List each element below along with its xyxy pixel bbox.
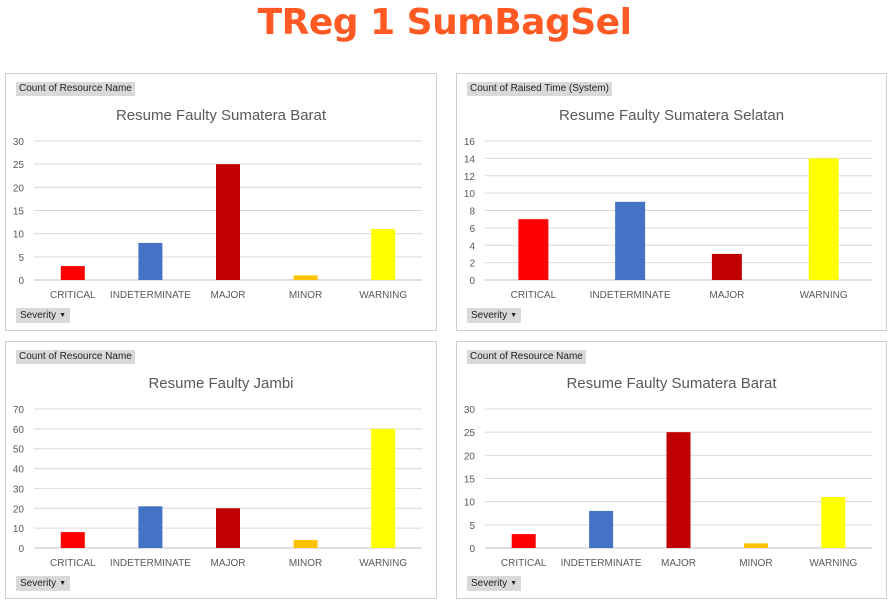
severity-filter-label: Severity bbox=[471, 310, 508, 321]
y-tick-label: 20 bbox=[13, 183, 25, 194]
y-tick-label: 10 bbox=[464, 498, 476, 509]
x-tick-label: WARNING bbox=[359, 290, 407, 301]
y-tick-label: 10 bbox=[13, 230, 25, 241]
y-tick-label: 0 bbox=[469, 544, 475, 555]
x-tick-label: MAJOR bbox=[709, 290, 744, 301]
bar-warning[interactable] bbox=[371, 229, 396, 280]
y-tick-label: 15 bbox=[464, 475, 476, 486]
y-tick-label: 40 bbox=[13, 465, 25, 476]
bar-chart: 0 10 20 30 40 50 60 70 CRITICAL INDETERMINATE MAJO… bbox=[13, 405, 422, 569]
y-tick-label: 30 bbox=[13, 137, 25, 148]
field-button-count[interactable]: Count of Resource Name bbox=[467, 350, 586, 364]
x-tick-label: INDETERMINATE bbox=[590, 290, 671, 301]
chart-title: Resume Faulty Sumatera Barat bbox=[566, 375, 777, 392]
field-button-count[interactable]: Count of Resource Name bbox=[16, 82, 135, 96]
y-tick-label: 10 bbox=[13, 524, 25, 535]
severity-filter-button[interactable]: Severity ▼ bbox=[16, 308, 71, 323]
y-tick-label: 6 bbox=[469, 224, 475, 235]
y-tick-label: 30 bbox=[13, 484, 25, 495]
bar-warning[interactable] bbox=[821, 497, 846, 548]
bar-critical[interactable] bbox=[60, 266, 85, 280]
bar-warning[interactable] bbox=[371, 428, 396, 548]
severity-filter-button[interactable]: Severity ▼ bbox=[16, 576, 71, 591]
y-tick-label: 2 bbox=[469, 259, 475, 270]
severity-filter-button[interactable]: Severity ▼ bbox=[467, 576, 522, 591]
chart-title: Resume Faulty Sumatera Selatan bbox=[558, 107, 785, 124]
bar-major[interactable] bbox=[216, 164, 240, 280]
severity-filter-label: Severity bbox=[20, 578, 57, 589]
bar-major[interactable] bbox=[711, 253, 742, 280]
x-tick-label: WARNING bbox=[800, 290, 848, 301]
bar-minor[interactable] bbox=[293, 275, 318, 280]
y-tick-label: 14 bbox=[464, 154, 476, 165]
severity-filter-button[interactable]: Severity ▼ bbox=[467, 308, 522, 323]
y-tick-label: 20 bbox=[464, 451, 476, 462]
x-tick-label: CRITICAL bbox=[50, 290, 96, 301]
y-tick-label: 0 bbox=[18, 544, 24, 555]
bar-minor[interactable] bbox=[743, 543, 768, 548]
y-tick-label: 10 bbox=[464, 189, 476, 200]
x-tick-label: MINOR bbox=[289, 558, 322, 569]
page-title: TReg 1 SumBagSel bbox=[257, 2, 632, 43]
x-tick-label: MAJOR bbox=[661, 558, 696, 569]
y-tick-label: 30 bbox=[464, 405, 476, 416]
bar-major[interactable] bbox=[216, 508, 240, 548]
severity-filter-label: Severity bbox=[471, 578, 508, 589]
bar-chart: 0 2 4 6 8 10 12 14 16 CRITICAL INDETERMINATE MAJOR W… bbox=[464, 137, 872, 301]
y-tick-label: 20 bbox=[13, 504, 25, 515]
field-button-count[interactable]: Count of Resource Name bbox=[16, 350, 135, 364]
x-tick-label: CRITICAL bbox=[501, 558, 547, 569]
bar-indeterminate[interactable] bbox=[138, 506, 163, 548]
chart-panel-sumatera-selatan: Count of Raised Time (System) Resume Fau… bbox=[456, 73, 887, 331]
y-tick-label: 15 bbox=[13, 207, 25, 218]
bar-critical[interactable] bbox=[518, 219, 549, 280]
bar-major[interactable] bbox=[666, 432, 691, 548]
dropdown-arrow-icon: ▼ bbox=[510, 580, 518, 587]
x-tick-label: INDETERMINATE bbox=[110, 290, 191, 301]
y-tick-label: 0 bbox=[18, 276, 24, 287]
dropdown-arrow-icon: ▼ bbox=[510, 312, 518, 319]
x-tick-label: MAJOR bbox=[211, 558, 246, 569]
bar-indeterminate[interactable] bbox=[615, 201, 646, 280]
bar-minor[interactable] bbox=[293, 540, 318, 548]
x-tick-label: WARNING bbox=[359, 558, 407, 569]
chart-panel-sumatera-barat: Count of Resource Name Resume Faulty Sum… bbox=[5, 73, 437, 331]
x-tick-label: INDETERMINATE bbox=[110, 558, 191, 569]
chart-title: Resume Faulty Jambi bbox=[148, 375, 294, 392]
y-tick-label: 70 bbox=[13, 405, 25, 416]
y-tick-label: 60 bbox=[13, 425, 25, 436]
x-tick-label: INDETERMINATE bbox=[561, 558, 642, 569]
y-tick-label: 5 bbox=[469, 521, 475, 532]
dropdown-arrow-icon: ▼ bbox=[59, 312, 67, 319]
x-tick-label: MINOR bbox=[289, 290, 322, 301]
field-button-count[interactable]: Count of Raised Time (System) bbox=[467, 82, 612, 96]
y-tick-label: 50 bbox=[13, 445, 25, 456]
y-tick-label: 16 bbox=[464, 137, 476, 148]
bar-indeterminate[interactable] bbox=[589, 510, 614, 548]
bar-indeterminate[interactable] bbox=[138, 242, 163, 280]
severity-filter-label: Severity bbox=[20, 310, 57, 321]
bar-chart: 0 5 10 15 20 25 30 CRITICAL INDETERMINATE MAJOR MI… bbox=[464, 405, 872, 569]
y-tick-label: 25 bbox=[13, 160, 25, 171]
y-tick-label: 25 bbox=[464, 428, 476, 439]
bar-critical[interactable] bbox=[511, 534, 536, 548]
y-tick-label: 5 bbox=[18, 253, 24, 264]
x-tick-label: MINOR bbox=[739, 558, 772, 569]
x-tick-label: CRITICAL bbox=[50, 558, 96, 569]
chart-panel-sumatera-barat-2: Count of Resource Name Resume Faulty Sum… bbox=[456, 341, 887, 599]
chart-title: Resume Faulty Sumatera Barat bbox=[115, 107, 327, 124]
y-tick-label: 4 bbox=[469, 241, 475, 252]
dropdown-arrow-icon: ▼ bbox=[59, 580, 67, 587]
bar-warning[interactable] bbox=[808, 158, 839, 280]
x-tick-label: WARNING bbox=[809, 558, 857, 569]
chart-panel-jambi: Count of Resource Name Resume Faulty Jam… bbox=[5, 341, 437, 599]
bar-chart: 0 5 10 15 20 25 30 CRITICAL INDETERMINATE MAJOR MI… bbox=[13, 137, 422, 301]
y-tick-label: 12 bbox=[464, 172, 476, 183]
x-tick-label: CRITICAL bbox=[511, 290, 557, 301]
x-tick-label: MAJOR bbox=[211, 290, 246, 301]
bar-critical[interactable] bbox=[60, 532, 85, 548]
y-tick-label: 0 bbox=[469, 276, 475, 287]
y-tick-label: 8 bbox=[469, 207, 475, 218]
